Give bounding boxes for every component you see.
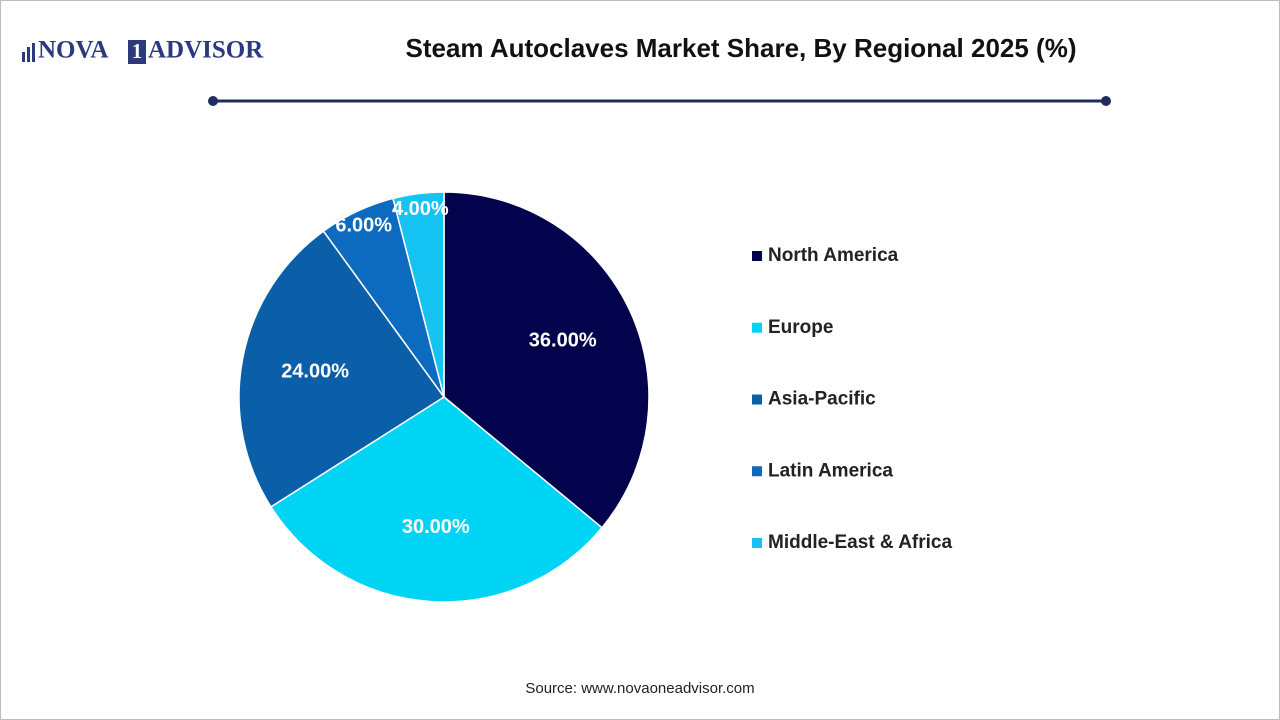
legend-swatch <box>752 251 762 261</box>
data-label: 6.00% <box>335 215 392 237</box>
legend-label: Latin America <box>768 460 893 481</box>
pie-slice <box>443 191 650 529</box>
legend-label: Europe <box>768 317 833 338</box>
rule-dot <box>208 96 218 106</box>
legend-label: Middle-East & Africa <box>768 532 952 553</box>
data-label: 24.00% <box>281 361 349 383</box>
logo-text: NOVA <box>38 37 108 64</box>
legend-label: North America <box>768 245 899 266</box>
logo-text: ADVISOR <box>148 37 264 64</box>
rule-dot <box>1101 96 1111 106</box>
legend-swatch <box>752 322 762 333</box>
pie-slice <box>392 191 445 398</box>
logo-bar <box>27 47 30 62</box>
data-label: 36.00% <box>529 329 597 351</box>
pie-slice <box>238 230 446 508</box>
logo-bar <box>32 43 35 62</box>
source: Source: www.novaoneadvisor.com <box>525 680 754 697</box>
logo-bar <box>22 52 25 62</box>
chart-title: Steam Autoclaves Market Share, By Region… <box>406 33 1077 63</box>
logo-text: 1 <box>132 39 143 63</box>
pie-slice <box>269 396 604 603</box>
legend-swatch <box>752 538 762 548</box>
logo-box <box>128 40 146 64</box>
legend-label: Asia-Pacific <box>768 389 876 410</box>
data-label: 4.00% <box>392 198 449 220</box>
legend-swatch <box>752 466 762 477</box>
legend-swatch <box>752 394 762 405</box>
data-label: 30.00% <box>402 516 470 538</box>
logo: NOVA 1 ADVISOR <box>22 37 264 64</box>
